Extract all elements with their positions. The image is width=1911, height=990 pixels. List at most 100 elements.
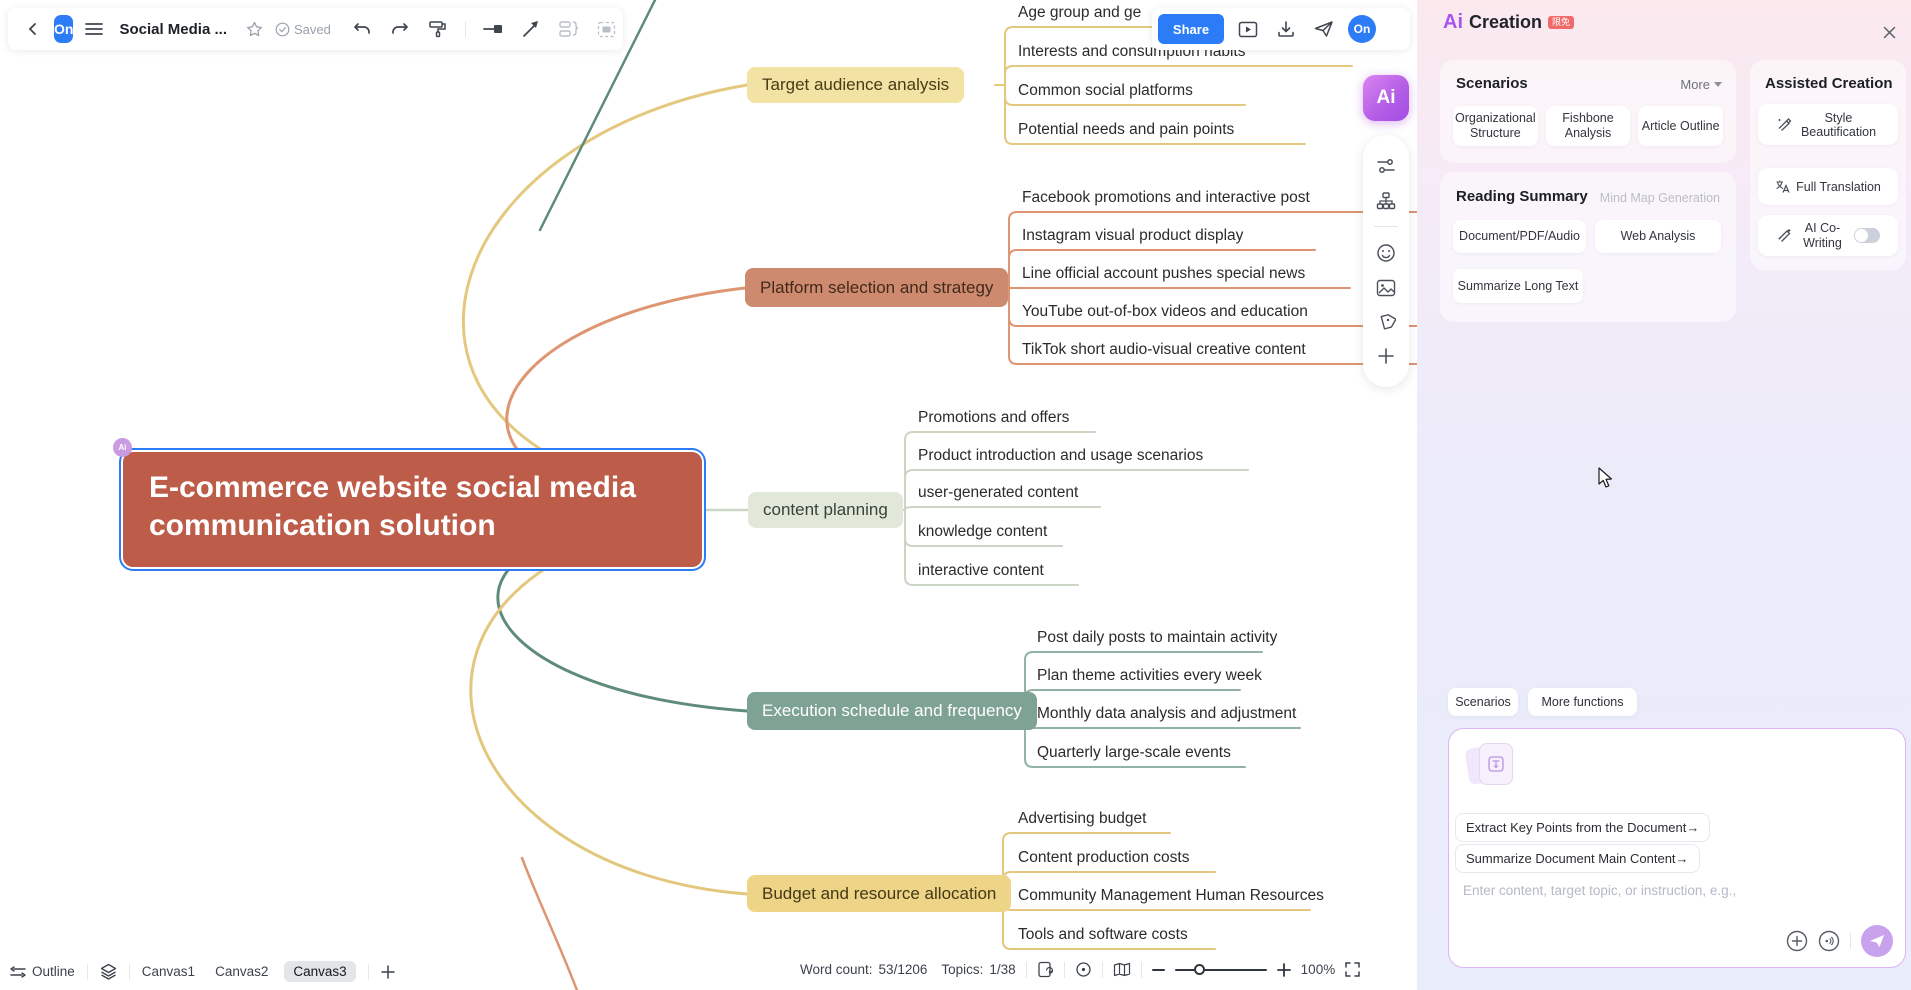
- minimap-icon[interactable]: [1113, 962, 1131, 977]
- branch-execution-schedule[interactable]: Execution schedule and frequency: [747, 692, 1037, 730]
- document-title[interactable]: Social Media ...: [119, 20, 227, 38]
- child-node[interactable]: YouTube out-of-box videos and education: [1022, 303, 1308, 320]
- child-node[interactable]: Line official account pushes special new…: [1022, 265, 1306, 282]
- add-node-icon[interactable]: [1377, 347, 1395, 365]
- child-node[interactable]: Community Management Human Resources: [1018, 887, 1324, 904]
- zoom-slider-knob[interactable]: [1193, 963, 1205, 975]
- tab-canvas2[interactable]: Canvas2: [215, 964, 269, 979]
- ai-cowriting-button[interactable]: AI Co-Writing: [1758, 215, 1898, 256]
- child-node[interactable]: Promotions and offers: [918, 409, 1070, 426]
- branch-budget-allocation[interactable]: Budget and resource allocation: [747, 875, 1012, 912]
- curve-overshoot-top: [538, 0, 657, 232]
- assisted-creation-card: Assisted Creation Style Beautification F…: [1750, 60, 1906, 270]
- layers-icon[interactable]: [100, 963, 117, 980]
- tag-icon[interactable]: [1377, 313, 1396, 332]
- app-logo[interactable]: On: [54, 15, 74, 43]
- child-node[interactable]: Monthly data analysis and adjustment: [1037, 705, 1297, 722]
- send-button[interactable]: [1861, 925, 1893, 957]
- image-icon[interactable]: [1376, 279, 1396, 297]
- scenario-fishbone[interactable]: Fishbone Analysis: [1545, 106, 1631, 146]
- child-node[interactable]: Potential needs and pain points: [1018, 121, 1235, 138]
- scenario-org-structure[interactable]: Organizational Structure: [1453, 106, 1538, 146]
- child-node[interactable]: Plan theme activities every week: [1037, 667, 1262, 684]
- zoom-level[interactable]: 100%: [1300, 962, 1336, 977]
- present-icon[interactable]: [1234, 12, 1262, 46]
- structure-icon[interactable]: [1376, 191, 1396, 211]
- voice-input-icon[interactable]: [1818, 930, 1840, 952]
- child-node[interactable]: Facebook promotions and interactive post: [1022, 189, 1310, 206]
- tab-mindmap-generation[interactable]: Mind Map Generation: [1599, 191, 1720, 205]
- scenarios-more-button[interactable]: More: [1680, 77, 1722, 92]
- tab-canvas1[interactable]: Canvas1: [141, 964, 196, 979]
- ai-assistant-button[interactable]: Ai: [1363, 75, 1409, 121]
- saved-check-icon: [275, 22, 290, 36]
- branch-content-planning[interactable]: content planning: [748, 492, 903, 528]
- back-button[interactable]: [16, 12, 50, 46]
- undo-button[interactable]: [345, 12, 379, 46]
- child-node[interactable]: Quarterly large-scale events: [1037, 744, 1231, 761]
- reading-document-pdf-audio[interactable]: Document/PDF/Audio: [1453, 220, 1586, 253]
- child-node[interactable]: Tools and software costs: [1018, 926, 1188, 943]
- child-node[interactable]: Common social platforms: [1018, 82, 1193, 99]
- connector-line-icon[interactable]: [476, 12, 510, 46]
- send-plane-icon[interactable]: [1310, 12, 1338, 46]
- zoom-slider[interactable]: [1174, 963, 1267, 975]
- child-node[interactable]: Product introduction and usage scenarios: [918, 447, 1204, 464]
- child-node[interactable]: Advertising budget: [1018, 810, 1147, 827]
- child-node[interactable]: knowledge content: [918, 523, 1048, 540]
- child-node[interactable]: TikTok short audio-visual creative conte…: [1022, 341, 1306, 358]
- prompt-extract-key-points[interactable]: Extract Key Points from the Document→: [1455, 813, 1711, 842]
- reading-web-analysis[interactable]: Web Analysis: [1595, 220, 1721, 253]
- full-translation-button[interactable]: Full Translation: [1758, 168, 1898, 205]
- download-icon[interactable]: [1272, 12, 1300, 46]
- ai-cowriting-toggle[interactable]: [1853, 228, 1880, 243]
- word-count-label: Word count:: [800, 962, 873, 977]
- branch-target-audience[interactable]: Target audience analysis: [747, 67, 965, 103]
- child-node[interactable]: interactive content: [918, 562, 1044, 579]
- prompt-summarize-content[interactable]: Summarize Document Main Content→: [1455, 844, 1700, 873]
- branch-platform-selection[interactable]: Platform selection and strategy: [745, 268, 1009, 307]
- summary-brace-icon[interactable]: [552, 12, 586, 46]
- locate-center-icon[interactable]: [1075, 961, 1092, 978]
- select-area-icon[interactable]: [590, 12, 624, 46]
- child-node[interactable]: Instagram visual product display: [1022, 227, 1244, 244]
- ai-logo: Ai: [1443, 11, 1463, 33]
- style-beautification-label: Style Beautification: [1800, 110, 1877, 139]
- style-beautification-button[interactable]: Style Beautification: [1758, 104, 1898, 145]
- tab-canvas3-active[interactable]: Canvas3: [284, 961, 356, 982]
- bottom-tab-more-functions[interactable]: More functions: [1528, 688, 1637, 716]
- bottom-tab-scenarios[interactable]: Scenarios: [1448, 688, 1518, 716]
- scenario-article-outline[interactable]: Article Outline: [1638, 106, 1724, 146]
- favorite-star-icon[interactable]: [237, 12, 271, 46]
- statusbar-divider: [128, 963, 130, 980]
- central-topic[interactable]: E-commerce website social media communic…: [123, 452, 702, 567]
- node-ai-badge[interactable]: Ai: [113, 438, 132, 457]
- slide-preview-icon[interactable]: [1037, 961, 1054, 978]
- style-settings-icon[interactable]: [1376, 157, 1396, 175]
- child-node[interactable]: Post daily posts to maintain activity: [1037, 629, 1278, 646]
- statusbar-divider: [86, 963, 88, 980]
- zoom-out-button[interactable]: [1151, 968, 1165, 972]
- ai-input-field[interactable]: [1461, 881, 1805, 933]
- reading-summarize-long-text[interactable]: Summarize Long Text: [1453, 269, 1583, 303]
- outline-toggle[interactable]: Outline: [10, 964, 75, 979]
- tab-reading-summary[interactable]: Reading Summary: [1456, 188, 1588, 205]
- emoji-icon[interactable]: [1376, 243, 1396, 263]
- scenarios-title: Scenarios: [1456, 75, 1528, 92]
- relation-arrow-icon[interactable]: [514, 12, 548, 46]
- share-button[interactable]: Share: [1158, 14, 1224, 44]
- add-canvas-button[interactable]: [380, 964, 395, 979]
- menu-icon[interactable]: [77, 12, 111, 46]
- child-node[interactable]: user-generated content: [918, 484, 1079, 501]
- fullscreen-icon[interactable]: [1345, 962, 1360, 977]
- toolbar-divider: [464, 21, 466, 37]
- user-avatar[interactable]: On: [1348, 15, 1376, 43]
- zoom-in-button[interactable]: [1276, 962, 1291, 977]
- format-painter-icon[interactable]: [421, 12, 455, 46]
- ai-cowriting-label: AI Co-Writing: [1803, 220, 1842, 250]
- child-node[interactable]: Age group and ge: [1018, 4, 1142, 21]
- add-attachment-icon[interactable]: [1786, 930, 1808, 952]
- redo-button[interactable]: [383, 12, 417, 46]
- close-panel-icon[interactable]: [1879, 22, 1899, 42]
- child-node[interactable]: Content production costs: [1018, 849, 1190, 866]
